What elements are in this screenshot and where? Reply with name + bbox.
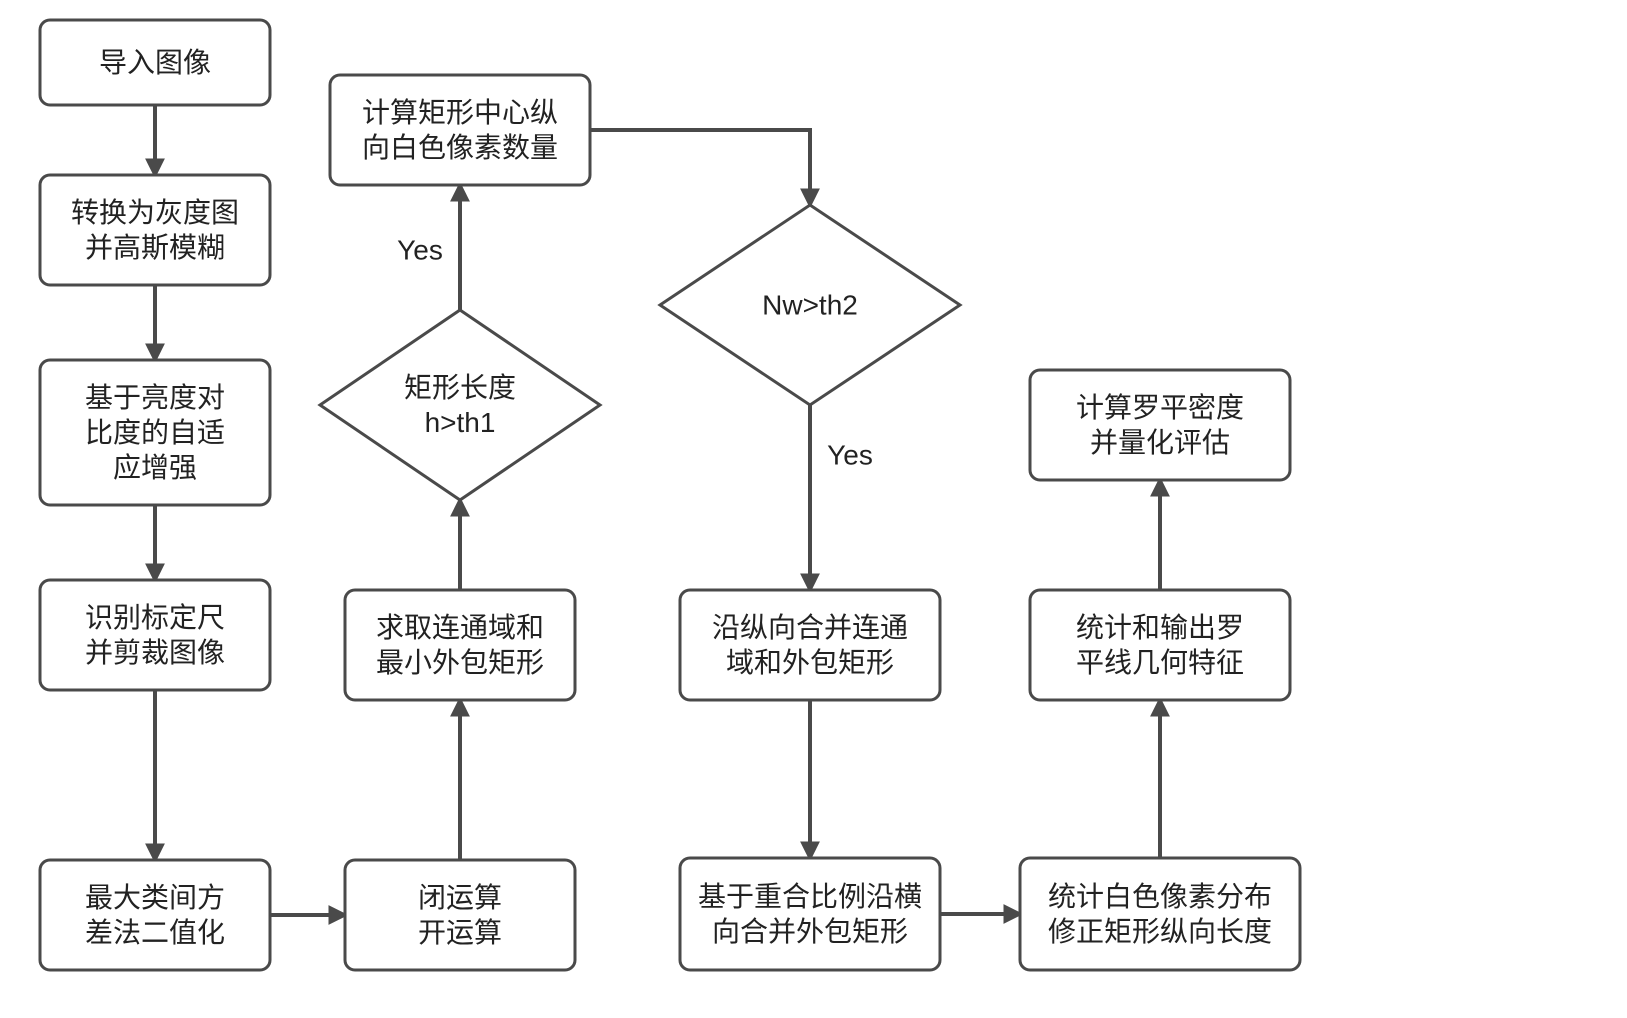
node-n3: 基于亮度对比度的自适应增强: [40, 360, 270, 505]
node-n1: 导入图像: [40, 20, 270, 105]
node-n13-line0: 计算罗平密度: [1076, 392, 1244, 423]
node-n5: 最大类间方差法二值化: [40, 860, 270, 970]
edge-label-e10: Yes: [827, 440, 873, 471]
node-n9-line0: 沿纵向合并连通: [712, 612, 908, 643]
node-n3-line0: 基于亮度对: [85, 382, 225, 413]
edge-e9: [590, 130, 810, 205]
node-d1: 矩形长度 h>th1: [320, 310, 600, 500]
node-n13-line1: 并量化评估: [1090, 427, 1230, 458]
node-n8: 计算矩形中心纵向白色像素数量: [330, 75, 590, 185]
node-n3-line2: 应增强: [113, 452, 197, 483]
node-d1-line1: h>th1: [425, 407, 496, 438]
node-n11-line1: 修正矩形纵向长度: [1048, 916, 1272, 947]
node-n12-line1: 平线几何特征: [1076, 647, 1244, 678]
node-n10-line1: 向合并外包矩形: [712, 916, 908, 947]
node-n5-line1: 差法二值化: [85, 917, 225, 948]
node-n8-line1: 向白色像素数量: [362, 132, 558, 163]
node-n11: 统计白色像素分布修正矩形纵向长度: [1020, 858, 1300, 970]
node-n10: 基于重合比例沿横向合并外包矩形: [680, 858, 940, 970]
node-n6-line1: 开运算: [418, 917, 502, 948]
node-n5-line0: 最大类间方: [85, 882, 225, 913]
edge-label-e8: Yes: [397, 235, 443, 266]
node-n2-line1: 并高斯模糊: [85, 232, 225, 263]
node-n7-line0: 求取连通域和: [376, 612, 544, 643]
node-n6-line0: 闭运算: [418, 882, 502, 913]
node-n13: 计算罗平密度并量化评估: [1030, 370, 1290, 480]
node-n6: 闭运算开运算: [345, 860, 575, 970]
node-n1-line0: 导入图像: [99, 47, 211, 78]
node-n7: 求取连通域和最小外包矩形: [345, 590, 575, 700]
node-n7-line1: 最小外包矩形: [376, 647, 544, 678]
node-n10-line0: 基于重合比例沿横: [698, 881, 922, 912]
node-d1-line0: 矩形长度: [404, 372, 516, 403]
node-d2: Nw>th2: [660, 205, 960, 405]
node-n4-line1: 并剪裁图像: [85, 637, 225, 668]
node-d2-line0: Nw>th2: [762, 290, 858, 321]
node-n9-line1: 域和外包矩形: [726, 647, 894, 678]
node-n2-line0: 转换为灰度图: [71, 197, 239, 228]
node-n12-line0: 统计和输出罗: [1076, 612, 1244, 643]
node-n4-line0: 识别标定尺: [85, 602, 225, 633]
node-n12: 统计和输出罗平线几何特征: [1030, 590, 1290, 700]
flowchart-canvas: YesYes导入图像转换为灰度图并高斯模糊基于亮度对比度的自适应增强识别标定尺并…: [0, 0, 1627, 1018]
node-n9: 沿纵向合并连通域和外包矩形: [680, 590, 940, 700]
node-n2: 转换为灰度图并高斯模糊: [40, 175, 270, 285]
node-n4: 识别标定尺并剪裁图像: [40, 580, 270, 690]
node-n8-line0: 计算矩形中心纵: [362, 97, 558, 128]
node-n3-line1: 比度的自适: [85, 417, 225, 448]
node-n11-line0: 统计白色像素分布: [1048, 881, 1272, 912]
